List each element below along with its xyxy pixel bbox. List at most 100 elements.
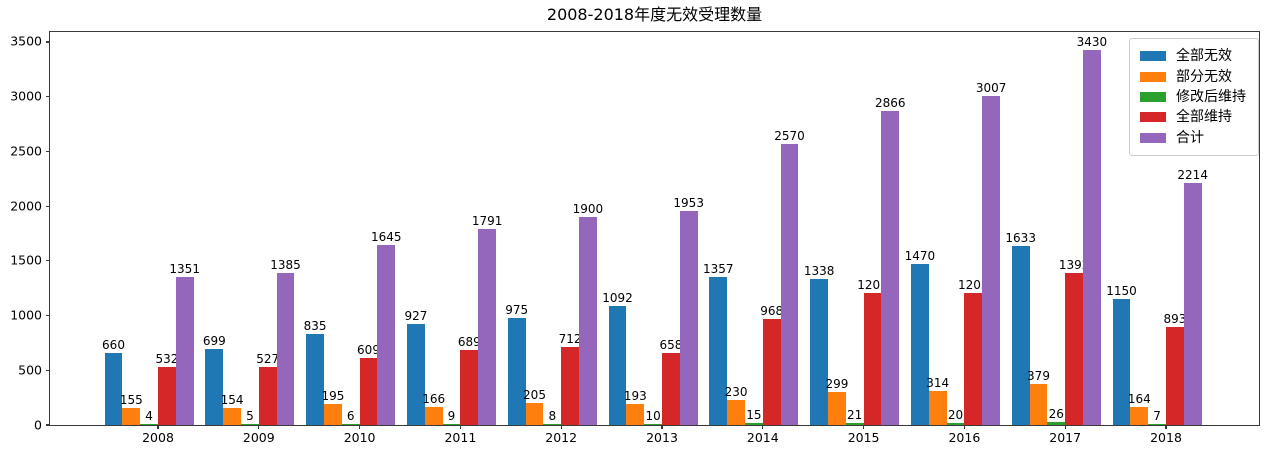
bar <box>982 95 1000 425</box>
bar <box>543 424 562 425</box>
bar <box>626 403 645 425</box>
x-tick-mark <box>762 425 764 429</box>
legend: 全部无效 部分无效 修改后维持 全部维持 合计 <box>1129 38 1259 156</box>
legend-swatch <box>1140 51 1166 62</box>
legend-item: 修改后维持 <box>1140 87 1246 107</box>
bar <box>608 305 627 425</box>
bar-value-label: 193 <box>623 388 647 403</box>
y-tick-mark <box>46 260 50 262</box>
x-tick-label: 2009 <box>242 430 275 445</box>
bar <box>1065 272 1083 425</box>
x-tick-mark <box>1165 425 1167 429</box>
bar-value-label: 975 <box>505 303 529 318</box>
bar <box>324 403 342 425</box>
bar-value-label: 968 <box>760 304 784 319</box>
bar <box>745 423 763 425</box>
bar <box>1112 299 1131 425</box>
bar <box>1130 407 1149 425</box>
bar-value-label: 1645 <box>371 229 402 244</box>
bar <box>205 348 224 425</box>
y-tick-mark <box>46 369 50 371</box>
chart-title: 2008-2018年度无效受理数量 <box>546 5 763 24</box>
bar-value-label: 1150 <box>1106 284 1137 299</box>
bar <box>241 424 259 425</box>
x-tick-mark <box>863 425 865 429</box>
legend-item: 全部无效 <box>1140 46 1246 66</box>
bar-value-label: 21 <box>847 407 863 422</box>
bar-value-label: 164 <box>1127 392 1151 407</box>
bar <box>946 422 965 425</box>
legend-item-label: 修改后维持 <box>1176 88 1246 105</box>
bar-value-label: 2866 <box>875 96 906 111</box>
bar <box>828 392 846 425</box>
bar-value-label: 660 <box>102 337 125 352</box>
legend-item-label: 全部维持 <box>1176 109 1232 126</box>
bar-value-label: 166 <box>422 391 446 406</box>
y-tick-mark <box>46 41 50 43</box>
bar <box>258 367 277 425</box>
bar <box>140 424 158 425</box>
bar-value-label: 658 <box>659 338 683 352</box>
y-tick-label: 3000 <box>10 88 42 104</box>
bar-value-label: 689 <box>457 334 481 349</box>
bar <box>1011 246 1030 425</box>
legend-item-label: 全部无效 <box>1176 48 1232 65</box>
bar-value-label: 299 <box>825 377 849 392</box>
bar <box>579 217 597 425</box>
bar-value-label: 1791 <box>471 214 503 228</box>
bar <box>407 323 425 425</box>
x-tick-label: 2018 <box>1150 430 1182 445</box>
x-tick-label: 2010 <box>343 430 376 445</box>
y-tick-label: 500 <box>18 362 42 378</box>
bar <box>478 229 496 425</box>
y-tick-mark <box>46 314 50 317</box>
bar <box>1166 327 1184 425</box>
bar <box>679 211 698 425</box>
bar-value-label: 1357 <box>703 261 734 276</box>
bar-value-label: 893 <box>1163 312 1187 327</box>
x-tick-mark <box>963 425 965 429</box>
bar <box>306 333 324 425</box>
bar <box>780 143 799 425</box>
bar-value-label: 527 <box>256 352 280 367</box>
bar <box>644 423 662 425</box>
y-tick-label: 2500 <box>10 143 42 159</box>
bar-value-label: 205 <box>523 387 546 402</box>
bar <box>727 399 745 425</box>
bar-value-label: 26 <box>1048 407 1064 422</box>
bar <box>223 408 241 425</box>
bar-value-label: 1338 <box>803 263 835 278</box>
bar-value-label: 7 <box>1153 409 1161 424</box>
bar <box>1183 182 1202 425</box>
x-tick-label: 2016 <box>948 430 981 445</box>
bar <box>964 293 983 425</box>
bar <box>810 278 828 425</box>
bar <box>561 347 579 425</box>
legend-swatch <box>1140 112 1166 123</box>
y-tick-label: 0 <box>34 416 42 432</box>
bar-value-label: 5 <box>246 409 254 424</box>
bar <box>460 349 479 425</box>
bar-value-label: 1633 <box>1005 231 1036 246</box>
bar-value-label: 609 <box>357 343 380 358</box>
x-tick-label: 2012 <box>545 430 578 445</box>
bar <box>1029 383 1048 425</box>
bar-value-label: 699 <box>202 333 226 348</box>
x-tick-label: 2008 <box>142 430 174 445</box>
x-tick-label: 2015 <box>847 430 880 445</box>
bar-value-label: 4 <box>145 409 153 424</box>
bar-value-label: 1351 <box>169 262 200 277</box>
bar-value-label: 712 <box>558 332 582 347</box>
x-tick-mark <box>560 425 562 429</box>
legend-item-label: 合计 <box>1176 129 1204 146</box>
bar <box>911 264 929 425</box>
bar <box>928 390 947 425</box>
legend-swatch <box>1140 91 1166 102</box>
legend-swatch <box>1140 71 1166 82</box>
y-tick-mark <box>46 205 50 207</box>
bar-value-label: 6 <box>346 409 355 424</box>
bar-value-label: 1953 <box>673 196 704 211</box>
bar <box>525 402 544 425</box>
x-tick-mark <box>1064 425 1066 429</box>
